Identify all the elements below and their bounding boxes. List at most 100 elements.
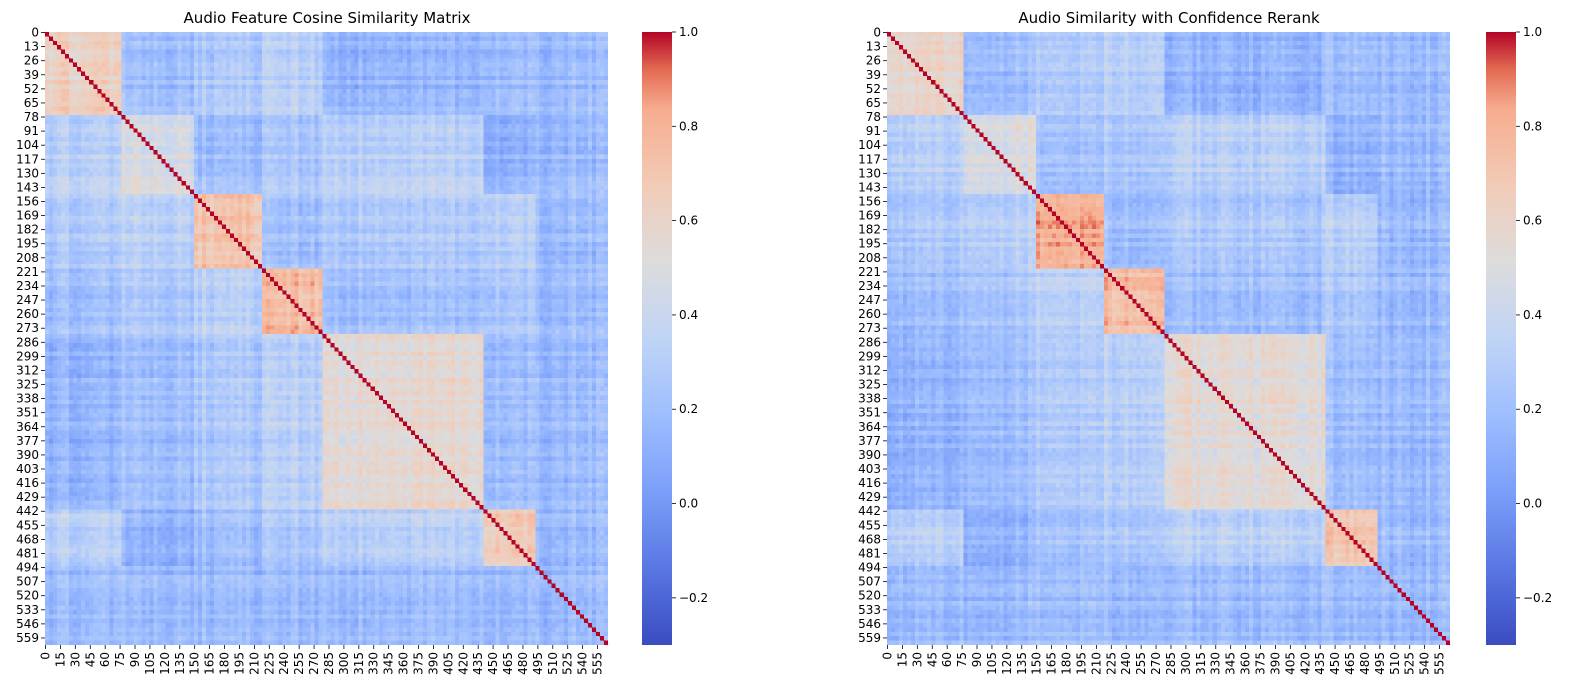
x-tick-label: 375 [412, 652, 426, 675]
y-tick-label: 247 [858, 293, 881, 307]
y-tick-label: 0 [873, 26, 881, 40]
x-tick-label: 90 [128, 652, 142, 667]
y-tick-label: 416 [858, 476, 881, 490]
y-tick-label: 208 [16, 251, 39, 265]
y-tick-label: 468 [16, 532, 39, 546]
x-tick-label: 270 [1149, 652, 1163, 675]
x-tick-label: 525 [561, 652, 575, 675]
y-tick-label: 299 [858, 349, 881, 363]
heatmap-panel-1: Audio Feature Cosine Similarity Matrix01… [16, 9, 708, 675]
x-tick-label: 420 [1298, 652, 1312, 675]
y-tick-label: 169 [16, 209, 39, 223]
y-tick-label: 377 [16, 434, 39, 448]
x-tick-label: 345 [1224, 652, 1238, 675]
y-tick-label: 364 [16, 420, 39, 434]
y-tick-label: 481 [16, 546, 39, 560]
colorbar-tick-label: 0.4 [1523, 308, 1542, 322]
y-tick-label: 221 [858, 265, 881, 279]
y-tick-label: 273 [858, 321, 881, 335]
y-tick-label: 156 [858, 194, 881, 208]
y-tick-label: 156 [16, 194, 39, 208]
y-tick-label: 338 [16, 392, 39, 406]
y-tick-label: 234 [858, 279, 881, 293]
y-tick-label: 416 [16, 476, 39, 490]
colorbar: −0.2 0.0 0.2 0.4 0.6 0.8 1.0 [642, 25, 708, 645]
x-tick-label: 105 [143, 652, 157, 675]
x-tick-label: 120 [1000, 652, 1014, 675]
colorbar-tick-label: 1.0 [1523, 25, 1542, 39]
y-tick-label: 195 [858, 237, 881, 251]
y-axis: 0132639526578911041171301431561691821952… [16, 26, 45, 645]
y-tick-label: 312 [858, 363, 881, 377]
y-tick-label: 455 [16, 518, 39, 532]
y-tick-label: 325 [858, 378, 881, 392]
colorbar: −0.2 0.0 0.2 0.4 0.6 0.8 1.0 [1486, 25, 1552, 645]
y-tick-label: 273 [16, 321, 39, 335]
colorbar-gradient [642, 32, 672, 645]
y-tick-label: 26 [24, 54, 39, 68]
y-tick-label: 286 [16, 335, 39, 349]
colorbar-tick-label: 0.4 [679, 308, 698, 322]
x-tick-label: 105 [985, 652, 999, 675]
x-tick-label: 435 [471, 652, 485, 675]
y-tick-label: 507 [858, 575, 881, 589]
diagonal-line [886, 31, 1451, 646]
x-tick-label: 345 [382, 652, 396, 675]
y-tick-label: 520 [16, 589, 39, 603]
y-tick-label: 91 [24, 124, 39, 138]
x-tick-label: 15 [895, 652, 909, 667]
y-tick-label: 143 [16, 180, 39, 194]
chart-title: Audio Feature Cosine Similarity Matrix [184, 9, 471, 27]
x-tick-label: 0 [38, 652, 52, 660]
y-tick-label: 234 [16, 279, 39, 293]
x-tick-label: 405 [441, 652, 455, 675]
y-tick-label: 429 [16, 490, 39, 504]
x-tick-label: 45 [83, 652, 97, 667]
y-tick-label: 65 [24, 96, 39, 110]
x-tick-label: 495 [531, 652, 545, 675]
x-tick-label: 15 [53, 652, 67, 667]
x-tick-label: 480 [516, 652, 530, 675]
x-tick-label: 465 [501, 652, 515, 675]
y-tick-label: 13 [866, 40, 881, 54]
x-tick-label: 240 [1119, 652, 1133, 675]
x-tick-label: 90 [970, 652, 984, 667]
y-tick-label: 403 [858, 462, 881, 476]
x-tick-label: 135 [1015, 652, 1029, 675]
y-tick-label: 351 [16, 406, 39, 420]
colorbar-tick-label: −0.2 [679, 591, 708, 605]
chart-title: Audio Similarity with Confidence Rerank [1018, 9, 1320, 27]
x-tick-label: 180 [1060, 652, 1074, 675]
y-tick-label: 52 [24, 82, 39, 96]
x-tick-label: 75 [955, 652, 969, 667]
y-tick-label: 260 [858, 307, 881, 321]
y-tick-label: 260 [16, 307, 39, 321]
x-tick-label: 30 [68, 652, 82, 667]
y-tick-label: 351 [858, 406, 881, 420]
y-tick-label: 442 [858, 504, 881, 518]
x-tick-label: 360 [397, 652, 411, 675]
y-tick-label: 0 [31, 26, 39, 40]
y-tick-label: 39 [24, 68, 39, 82]
x-tick-label: 540 [576, 652, 590, 675]
y-tick-label: 494 [858, 561, 881, 575]
x-tick-label: 390 [1268, 652, 1282, 675]
x-tick-label: 210 [247, 652, 261, 675]
x-tick-label: 150 [188, 652, 202, 675]
y-tick-label: 442 [16, 504, 39, 518]
y-tick-label: 494 [16, 561, 39, 575]
x-tick-label: 315 [1194, 652, 1208, 675]
x-tick-label: 0 [880, 652, 894, 660]
colorbar-tick-label: 0.8 [679, 119, 698, 133]
y-tick-label: 312 [16, 363, 39, 377]
y-tick-label: 182 [16, 223, 39, 237]
x-tick-label: 165 [203, 652, 217, 675]
x-tick-label: 390 [426, 652, 440, 675]
y-tick-label: 403 [16, 462, 39, 476]
x-tick-label: 375 [1254, 652, 1268, 675]
x-tick-label: 285 [322, 652, 336, 675]
y-tick-label: 546 [858, 617, 881, 631]
x-tick-label: 450 [1328, 652, 1342, 675]
x-tick-label: 420 [456, 652, 470, 675]
y-tick-label: 65 [866, 96, 881, 110]
